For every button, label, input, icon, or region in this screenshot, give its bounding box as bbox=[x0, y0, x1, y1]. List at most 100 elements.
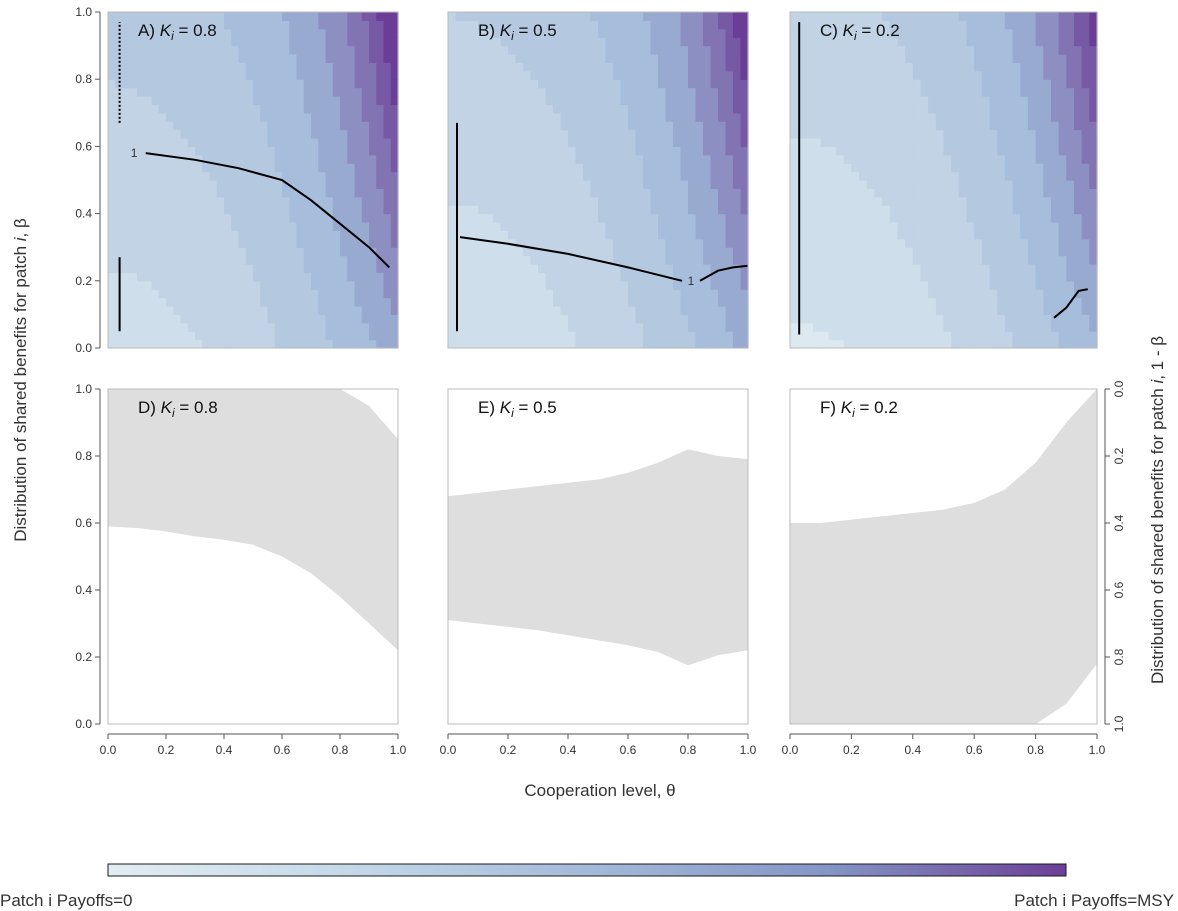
payoff-cell bbox=[665, 230, 674, 240]
payoff-cell bbox=[590, 213, 599, 223]
payoff-cell bbox=[797, 96, 806, 105]
payoff-cell bbox=[658, 121, 667, 131]
payoff-cell bbox=[912, 188, 922, 198]
payoff-cell bbox=[583, 154, 592, 164]
payoff-cell bbox=[187, 54, 196, 63]
payoff-cell bbox=[733, 104, 742, 114]
payoff-cell bbox=[966, 129, 975, 139]
payoff-cell bbox=[231, 205, 240, 215]
payoff-cell bbox=[340, 306, 348, 315]
payoff-cell bbox=[859, 196, 868, 206]
payoff-cell bbox=[129, 255, 138, 265]
payoff-cell bbox=[1089, 180, 1098, 189]
payoff-cell bbox=[733, 297, 742, 307]
payoff-cell bbox=[455, 205, 464, 215]
payoff-cell bbox=[974, 247, 983, 257]
payoff-cell bbox=[1043, 306, 1052, 315]
payoff-cell bbox=[583, 180, 592, 189]
payoff-cell bbox=[180, 121, 189, 131]
payoff-cell bbox=[274, 289, 283, 299]
payoff-cell bbox=[1089, 188, 1098, 198]
payoff-cell bbox=[920, 322, 929, 332]
payoff-cell bbox=[332, 79, 341, 89]
payoff-cell bbox=[296, 129, 305, 139]
payoff-cell bbox=[515, 289, 524, 299]
payoff-cell bbox=[209, 129, 218, 139]
payoff-cell bbox=[958, 180, 968, 189]
payoff-cell bbox=[122, 272, 131, 282]
payoff-cell bbox=[545, 255, 554, 265]
payoff-cell bbox=[1073, 205, 1083, 215]
payoff-cell bbox=[493, 146, 502, 156]
payoff-cell bbox=[1004, 306, 1014, 315]
plot-frame bbox=[789, 388, 1098, 725]
payoff-cell bbox=[260, 154, 269, 164]
payoff-cell bbox=[470, 196, 479, 206]
payoff-cell bbox=[318, 79, 327, 89]
payoff-cell bbox=[173, 12, 182, 21]
payoff-cell bbox=[361, 339, 370, 349]
payoff-cell bbox=[820, 289, 829, 299]
payoff-cell bbox=[820, 12, 829, 21]
payoff-cell bbox=[1043, 87, 1052, 97]
payoff-cell bbox=[282, 205, 290, 215]
payoff-cell bbox=[216, 12, 225, 21]
payoff-cell bbox=[1050, 20, 1060, 30]
payoff-cell bbox=[989, 322, 998, 332]
payoff-cell bbox=[390, 196, 399, 206]
payoff-cell bbox=[733, 188, 742, 198]
payoff-cell bbox=[1050, 62, 1060, 72]
payoff-cell bbox=[920, 129, 929, 139]
payoff-cell bbox=[673, 28, 682, 38]
payoff-cell bbox=[108, 12, 116, 21]
payoff-cell bbox=[500, 87, 509, 97]
payoff-cell bbox=[253, 205, 261, 215]
payoff-cell bbox=[820, 163, 829, 173]
payoff-cell bbox=[613, 12, 622, 21]
payoff-cell bbox=[920, 272, 929, 282]
payoff-cell bbox=[575, 331, 584, 341]
payoff-cell bbox=[703, 213, 712, 223]
payoff-cell bbox=[202, 54, 211, 63]
payoff-cell bbox=[296, 163, 305, 173]
payoff-cell bbox=[920, 264, 929, 273]
payoff-cell bbox=[216, 129, 225, 139]
payoff-cell bbox=[575, 222, 584, 231]
payoff-cell bbox=[515, 222, 524, 231]
payoff-cell bbox=[943, 180, 952, 189]
payoff-cell bbox=[523, 306, 532, 315]
payoff-cell bbox=[245, 280, 254, 290]
payoff-cell bbox=[912, 205, 922, 215]
payoff-cell bbox=[1066, 222, 1075, 231]
payoff-cell bbox=[470, 79, 479, 89]
payoff-cell bbox=[981, 146, 991, 156]
payoff-cell bbox=[958, 314, 968, 324]
payoff-cell bbox=[1089, 87, 1098, 97]
payoff-cell bbox=[935, 12, 945, 21]
payoff-cell bbox=[710, 146, 719, 156]
payoff-cell bbox=[231, 196, 240, 206]
payoff-cell bbox=[224, 255, 232, 265]
payoff-cell bbox=[282, 322, 290, 332]
payoff-cell bbox=[463, 129, 472, 139]
payoff-cell bbox=[158, 20, 167, 30]
payoff-cell bbox=[347, 314, 356, 324]
payoff-cell bbox=[981, 37, 991, 47]
payoff-cell bbox=[620, 171, 629, 181]
payoff-cell bbox=[897, 331, 906, 341]
payoff-cell bbox=[828, 54, 837, 63]
payoff-cell bbox=[158, 62, 167, 72]
payoff-cell bbox=[1035, 222, 1044, 231]
payoff-cell bbox=[151, 238, 160, 248]
payoff-cell bbox=[989, 339, 998, 349]
payoff-cell bbox=[129, 247, 138, 257]
payoff-cell bbox=[463, 314, 472, 324]
payoff-cell bbox=[245, 180, 254, 189]
payoff-cell bbox=[267, 188, 276, 198]
payoff-cell bbox=[733, 238, 742, 248]
payoff-cell bbox=[943, 146, 952, 156]
payoff-cell bbox=[129, 112, 138, 122]
payoff-cell bbox=[874, 45, 883, 55]
payoff-cell bbox=[866, 12, 876, 21]
payoff-cell bbox=[1073, 79, 1083, 89]
